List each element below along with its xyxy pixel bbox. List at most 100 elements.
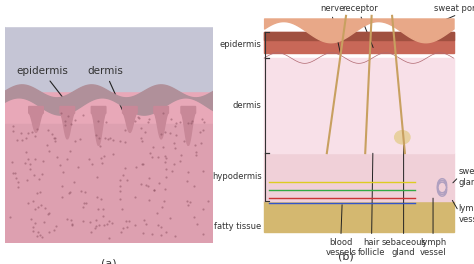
Point (27, 167, 34, 171)
Point (161, 154, 168, 158)
Point (38, 235, 46, 239)
Point (172, 133, 180, 137)
Point (117, 139, 124, 143)
Point (149, 154, 156, 159)
Point (67, 122, 75, 126)
Point (66, 190, 73, 194)
Point (51, 135, 58, 140)
Point (155, 181, 163, 185)
Point (142, 222, 149, 226)
Point (184, 170, 191, 174)
Point (79, 205, 87, 210)
Polygon shape (5, 85, 213, 115)
Point (162, 175, 169, 179)
Point (92, 224, 100, 228)
Point (121, 166, 129, 170)
Point (48, 132, 55, 136)
Point (172, 124, 179, 128)
Point (158, 205, 166, 209)
Point (191, 215, 198, 219)
Point (28, 130, 36, 134)
Point (184, 202, 192, 207)
Point (141, 130, 148, 134)
Point (29, 229, 37, 233)
Point (157, 224, 164, 229)
Point (177, 153, 184, 157)
Text: sweat
gland: sweat gland (459, 167, 474, 187)
Point (138, 162, 146, 166)
Point (131, 195, 139, 200)
Point (60, 169, 67, 174)
Point (70, 180, 78, 184)
Text: hypodermis: hypodermis (212, 172, 262, 181)
Point (9, 129, 17, 133)
Point (52, 224, 60, 228)
Point (64, 114, 72, 118)
Point (200, 232, 207, 236)
Point (46, 211, 53, 215)
Point (58, 111, 65, 115)
Point (45, 211, 52, 216)
Point (14, 180, 22, 184)
Point (135, 116, 143, 120)
Point (139, 162, 147, 166)
Point (171, 234, 178, 238)
Point (201, 120, 208, 125)
Polygon shape (123, 106, 137, 132)
Text: blood
vessels: blood vessels (325, 238, 356, 257)
Point (30, 173, 37, 177)
Point (187, 121, 195, 126)
Point (74, 164, 82, 169)
Point (96, 144, 104, 148)
Point (62, 123, 69, 127)
Point (200, 207, 207, 211)
Point (119, 225, 127, 230)
Point (189, 119, 196, 123)
Point (132, 223, 139, 227)
Text: lymph
vessel: lymph vessel (420, 238, 447, 257)
Point (117, 230, 125, 234)
Point (14, 185, 21, 189)
Point (85, 157, 92, 162)
Point (171, 146, 179, 150)
Text: receptor: receptor (342, 4, 378, 13)
Point (184, 121, 191, 125)
Point (33, 234, 41, 238)
Bar (264, 58, 454, 153)
Point (41, 206, 49, 210)
Point (58, 195, 66, 199)
Point (33, 191, 41, 195)
Point (157, 132, 164, 136)
Text: dermis: dermis (87, 66, 125, 115)
Point (95, 223, 103, 227)
Point (99, 207, 107, 211)
Point (121, 139, 129, 144)
Point (153, 211, 161, 215)
Point (108, 221, 116, 225)
Point (36, 176, 43, 181)
Point (51, 138, 59, 143)
Point (197, 140, 205, 145)
Point (145, 176, 153, 180)
Point (118, 207, 126, 211)
Point (95, 135, 103, 140)
Point (123, 178, 131, 182)
Bar (5, 26, 213, 91)
Point (68, 223, 76, 227)
Point (82, 190, 89, 195)
Point (191, 143, 199, 147)
Point (137, 181, 145, 186)
Point (142, 183, 149, 187)
Point (109, 138, 117, 143)
Point (116, 189, 124, 194)
Text: lymph
vessel: lymph vessel (459, 204, 474, 224)
Point (65, 190, 73, 195)
Point (183, 179, 191, 183)
Point (193, 153, 201, 157)
Text: (b): (b) (338, 251, 354, 261)
Point (17, 130, 24, 135)
Point (40, 220, 48, 224)
Text: sweat pore: sweat pore (434, 4, 474, 13)
Point (166, 131, 173, 135)
Point (33, 126, 41, 131)
